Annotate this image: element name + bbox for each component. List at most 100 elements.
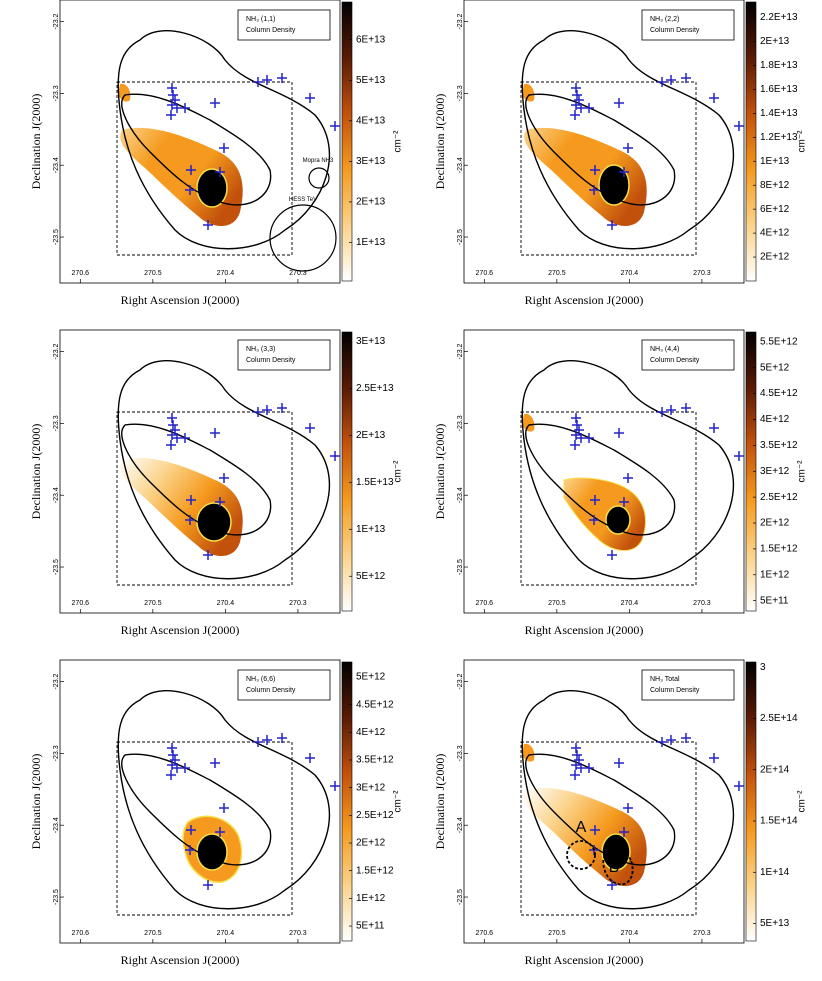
colorbar-tick-label: 8E+12 <box>760 180 790 191</box>
y-tick-label: -23.4 <box>53 487 60 503</box>
emission-patch <box>522 413 535 432</box>
y-tick-label: -23.4 <box>53 817 60 833</box>
legend-title: NH₃ (3,3) <box>246 346 275 353</box>
annotation: HESS TeV <box>289 197 317 203</box>
colorbar-tick-label: 2.5E+13 <box>356 383 394 394</box>
colorbar <box>745 661 757 942</box>
colorbar-tick-label: 5E+11 <box>356 921 385 932</box>
y-tick-label: -23.3 <box>53 745 60 761</box>
annotation: B <box>609 859 620 876</box>
panel: 270.6 270.5 270.4 270.3 -23.2 -23.3 -23.4 -23.5… <box>433 0 808 307</box>
x-tick-label: 270.3 <box>693 600 711 607</box>
region-b <box>602 846 634 886</box>
x-tick-label: 270.4 <box>621 270 639 277</box>
y-axis-title: Declination J(2000) <box>29 754 43 850</box>
colorbar-tick-label: 1.8E+13 <box>760 60 798 71</box>
legend-box <box>641 339 735 371</box>
y-tick-label: -23.5 <box>457 229 464 245</box>
plot-frame <box>463 0 745 284</box>
y-axis-title: Declination J(2000) <box>433 424 447 520</box>
plot-frame <box>463 329 745 614</box>
colorbar-tick-label: 4E+12 <box>760 414 790 425</box>
x-tick-label: 270.6 <box>476 270 494 277</box>
colorbar-tick-label: 3E+13 <box>356 336 386 347</box>
x-tick-label: 270.6 <box>72 600 90 607</box>
colorbar-tick-label: 3E+12 <box>760 466 790 477</box>
colorbar-tick-label: 4E+13 <box>356 115 386 126</box>
colorbar-tick-label: 2.5E+14 <box>760 713 798 724</box>
colorbar-tick-label: 1.6E+13 <box>760 84 798 95</box>
colorbar-tick-label: 6E+12 <box>760 204 790 215</box>
colorbar-tick-label: 2.5E+12 <box>356 810 394 821</box>
colorbar-tick-label: 5E+11 <box>760 595 789 606</box>
plot-frame <box>59 0 341 284</box>
emission-patch <box>118 83 131 102</box>
y-tick-label: -23.2 <box>457 13 464 29</box>
legend-subtitle: Column Density <box>650 687 700 694</box>
colorbar-tick-label: 1.5E+14 <box>760 816 798 827</box>
y-tick-label: -23.5 <box>53 559 60 575</box>
colorbar-tick-label: 2E+14 <box>760 764 790 775</box>
colorbar-tick-label: 3E+13 <box>356 156 386 167</box>
colorbar-tick-label: 3 <box>760 662 766 673</box>
x-tick-label: 270.3 <box>693 930 711 937</box>
y-tick-label: -23.2 <box>457 343 464 359</box>
legend-subtitle: Column Density <box>246 687 296 694</box>
y-tick-label: -23.2 <box>53 13 60 29</box>
x-axis-title: Right Ascension J(2000) <box>121 623 240 637</box>
y-axis-title: Declination J(2000) <box>29 94 43 190</box>
colorbar-tick-label: 6E+13 <box>356 34 386 45</box>
y-tick-label: -23.5 <box>53 229 60 245</box>
colorbar-tick-label: 5E+12 <box>356 571 386 582</box>
beam-mopra <box>308 167 330 189</box>
colorbar-label: cm⁻² <box>797 460 808 483</box>
y-tick-label: -23.3 <box>457 745 464 761</box>
x-tick-label: 270.3 <box>289 930 307 937</box>
colorbar-tick-label: 4E+12 <box>356 727 386 738</box>
colorbar-tick-label: 5.5E+12 <box>760 336 798 347</box>
colorbar-tick-label: 2E+12 <box>760 518 790 529</box>
legend-title: NH₃ Total <box>650 676 680 683</box>
legend-subtitle: Column Density <box>650 27 700 34</box>
x-tick-label: 270.3 <box>289 600 307 607</box>
colorbar-tick-label: 3.5E+12 <box>356 755 394 766</box>
colorbar-tick-label: 2.2E+13 <box>760 12 798 23</box>
x-axis-title: Right Ascension J(2000) <box>121 953 240 967</box>
legend-box <box>237 669 331 701</box>
y-tick-label: -23.4 <box>457 487 464 503</box>
colorbar-tick-label: 2E+13 <box>760 36 790 47</box>
x-tick-label: 270.5 <box>548 930 566 937</box>
x-tick-label: 270.5 <box>144 270 162 277</box>
emission-core <box>196 502 232 542</box>
plot-frame <box>59 329 341 614</box>
colorbar-tick-label: 5E+12 <box>356 672 386 683</box>
x-tick-label: 270.4 <box>217 930 235 937</box>
colorbar-tick-label: 5E+13 <box>760 918 790 929</box>
x-axis-title: Right Ascension J(2000) <box>525 953 644 967</box>
y-tick-label: -23.2 <box>457 673 464 689</box>
panel: 270.6 270.5 270.4 270.3 -23.2 -23.3 -23.4 -23.5… <box>29 659 404 967</box>
y-tick-label: -23.5 <box>457 889 464 905</box>
y-tick-label: -23.4 <box>53 157 60 173</box>
x-tick-label: 270.6 <box>476 600 494 607</box>
colorbar-tick-label: 1E+12 <box>356 893 386 904</box>
y-axis-title: Declination J(2000) <box>29 424 43 520</box>
colorbar-tick-label: 2E+12 <box>760 252 790 263</box>
y-axis-title: Declination J(2000) <box>433 94 447 190</box>
y-tick-label: -23.4 <box>457 817 464 833</box>
legend-subtitle: Column Density <box>650 357 700 364</box>
legend-subtitle: Column Density <box>246 27 296 34</box>
colorbar-label: cm⁻² <box>393 460 404 483</box>
colorbar-tick-label: 5E+13 <box>356 75 386 86</box>
colorbar-tick-label: 2E+13 <box>356 197 386 208</box>
y-tick-label: -23.3 <box>53 415 60 431</box>
x-tick-label: 270.4 <box>621 600 639 607</box>
legend-title: NH₃ (1,1) <box>246 16 275 23</box>
y-tick-label: -23.2 <box>53 343 60 359</box>
y-tick-label: -23.5 <box>53 889 60 905</box>
colorbar-label: cm⁻² <box>393 790 404 813</box>
y-tick-label: -23.3 <box>457 85 464 101</box>
x-tick-label: 270.5 <box>548 600 566 607</box>
